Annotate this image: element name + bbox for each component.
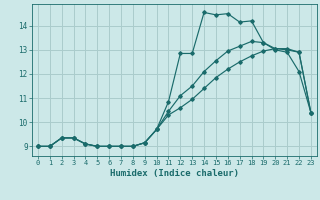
X-axis label: Humidex (Indice chaleur): Humidex (Indice chaleur) bbox=[110, 169, 239, 178]
